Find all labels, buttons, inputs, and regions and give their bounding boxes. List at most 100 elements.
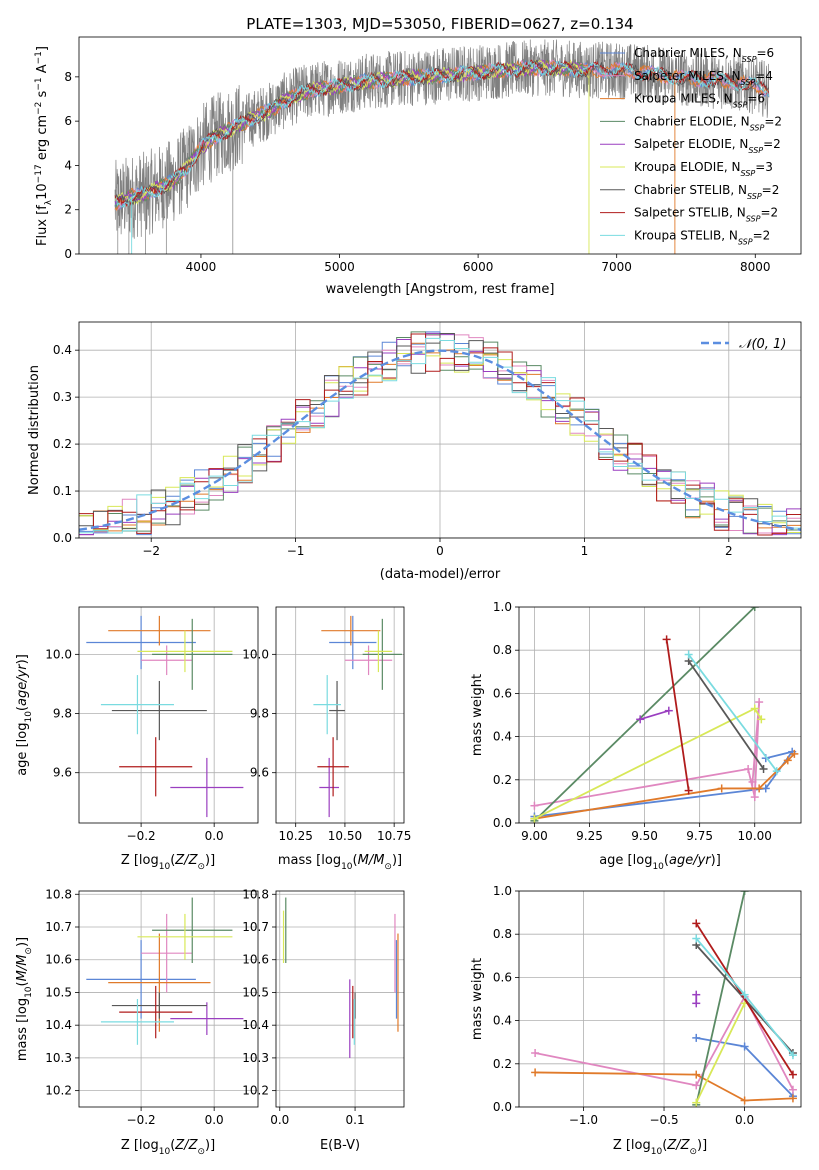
age_vs_mass-grid: [276, 607, 404, 823]
x-tick-label: 0.0: [735, 1113, 754, 1127]
age-vs-mass-xlabel-part: ⊙: [384, 862, 392, 872]
histogram-ylabel-part: Normed distribution: [27, 365, 42, 495]
weight_vs_age-axes: 9.00 9.25 9.50 9.75 10.00 0.0 0.2 0.4 0.6 0.8 1.0 a…: [470, 600, 802, 872]
age-vs-Z-xlabel-part: (: [170, 853, 175, 868]
model-spectrum-line: [114, 58, 590, 206]
y-tick-label: 10.5: [242, 985, 269, 999]
y-tick-label: 10.0: [242, 647, 269, 661]
x-tick-label: 0.1: [346, 1113, 365, 1127]
histogram-ylabel: Normed distribution: [27, 365, 42, 495]
legend-value: =2: [763, 137, 781, 151]
mass-vs-Z-ylabel-part: mass [log: [15, 998, 30, 1061]
y-tick-label: 10.2: [242, 1084, 269, 1098]
legend-value: =6: [747, 92, 765, 106]
legend-sub: SSP: [738, 237, 753, 246]
age-vs-mass-xlabel-part: (: [353, 853, 358, 868]
mass-vs-Z-xlabel-part: Z/Z: [174, 1138, 198, 1153]
legend-sub: SSP: [741, 169, 756, 178]
y-tick-label: 0.8: [493, 927, 512, 941]
weight-vs-age-xlabel-part: age [log: [599, 853, 652, 868]
age-vs-mass-xlabel-part: )]: [392, 853, 402, 868]
y-tick-label: 10.3: [242, 1051, 269, 1065]
age-vs-Z-ylabel: age [log10(age/yr)]: [15, 654, 34, 776]
histogram-xlabel: (data-model)/error: [380, 567, 501, 582]
spectrum-ylabel-part: A: [35, 64, 50, 77]
residual_histogram-frame: [78, 321, 802, 539]
y-tick-label: 10.7: [45, 920, 72, 934]
mass-weight-line: [665, 639, 690, 791]
spectrum-ylabel-part: −1: [34, 51, 44, 64]
weight_vs_age-grid: [519, 607, 801, 823]
legend-name: Salpeter STELIB, N: [634, 206, 746, 220]
y-tick-label: 1.0: [493, 884, 512, 898]
axes-layer: 4000 5000 6000 7000 8000 0 2 4 6 8 Chabrier MILES,…: [15, 36, 802, 1157]
legend-label: Kroupa MILES, NSSP=6: [634, 92, 765, 110]
y-tick-label: 9.8: [53, 707, 72, 721]
weight-vs-Z-xlabel-part: ⊙: [689, 1147, 697, 1157]
spectrum-ylabel-part: −1: [34, 77, 44, 90]
mass-vs-Z-xlabel-part: 10: [159, 1147, 171, 1157]
x-tick-label: 0.0: [270, 1113, 289, 1127]
y-tick-label: 8: [64, 70, 72, 84]
age-vs-mass-xlabel-part: mass [log: [278, 853, 341, 868]
y-tick-label: 10.6: [45, 953, 72, 967]
mass_vs_ebv-grid: [276, 891, 404, 1107]
age-vs-Z-ylabel-part: age/yr: [15, 663, 30, 706]
residual_histogram-axes: −2 −1 0 1 2 0.0 0.1 0.2 0.3 0.4 𝒩(0, 1) (data-model…: [27, 321, 802, 582]
weight-vs-Z-ylabel-part: mass weight: [470, 958, 485, 1040]
spectrum-ylabel-part: Flux [f: [35, 205, 50, 246]
legend-label: Salpeter MILES, NSSP=4: [634, 69, 773, 87]
legend-name: Kroupa MILES, N: [634, 92, 733, 106]
mass_vs_Z-plot-area: [79, 891, 258, 1107]
y-tick-label: 0: [64, 247, 72, 261]
weight-vs-Z-xlabel-part: Z/Z: [666, 1138, 690, 1153]
legend-value: =4: [755, 69, 773, 83]
spectrum-frame: [78, 36, 802, 255]
mass-vs-Z-xlabel-part: Z [log: [121, 1138, 159, 1153]
x-tick-label: 9.75: [686, 829, 713, 843]
weight-vs-Z-xlabel-part: )]: [697, 1138, 707, 1153]
y-tick-label: 0.2: [493, 773, 512, 787]
legend-value: =2: [760, 206, 778, 220]
y-tick-label: 9.6: [53, 766, 72, 780]
x-tick-label: −0.2: [127, 829, 156, 843]
y-tick-label: 10.5: [45, 985, 72, 999]
legend-value: =3: [755, 160, 773, 174]
legend-sub: SSP: [742, 55, 757, 64]
x-tick-label: 10.00: [738, 829, 772, 843]
mass-vs-Z-ylabel: mass [log10(M/M⊙)]: [15, 937, 34, 1061]
mass-weight-line: [535, 1071, 793, 1102]
spectrum-ylabel: Flux [fλ10−17 erg cm−2 s−1 A−1]: [34, 46, 54, 246]
x-tick-label: 0: [436, 544, 444, 558]
spectrum-ylabel-part: erg cm: [35, 115, 50, 164]
y-tick-label: 6: [64, 114, 72, 128]
y-tick-label: 10.7: [242, 920, 269, 934]
histogram-step-line: [79, 337, 801, 534]
y-tick-label: 10.4: [45, 1018, 72, 1032]
spectrum-ylabel-part: s: [35, 90, 50, 101]
y-tick-label: 9.6: [250, 766, 269, 780]
y-tick-label: 10.8: [45, 887, 72, 901]
x-tick-label: 7000: [601, 260, 632, 274]
legend-sub: SSP: [750, 123, 765, 132]
y-tick-label: 0.6: [493, 686, 512, 700]
spectrum-ylabel-part: 10: [35, 183, 50, 200]
mass-weight-line: [687, 660, 765, 770]
weight-vs-Z-ylabel: mass weight: [470, 958, 485, 1040]
histogram-step-line: [79, 331, 801, 534]
mass_vs_Z-frame: [78, 890, 259, 1108]
mass-weight-line: [695, 891, 746, 1106]
legend-name: Chabrier ELODIE, N: [634, 114, 750, 128]
mass-vs-Z-ylabel-part: (: [15, 981, 30, 986]
y-tick-label: 0.8: [493, 643, 512, 657]
age_vs_Z-frame: [78, 606, 259, 824]
legend-label: Kroupa STELIB, NSSP=2: [634, 228, 770, 246]
mass-weight-line: [534, 994, 794, 1091]
x-tick-label: −0.5: [649, 1113, 678, 1127]
legend-label: Chabrier STELIB, NSSP=2: [634, 183, 779, 201]
y-tick-label: 10.3: [45, 1051, 72, 1065]
mass-vs-Z-xlabel-part: )]: [205, 1138, 215, 1153]
mass-vs-Z-ylabel-part: ⊙: [24, 947, 34, 955]
x-tick-label: 1: [581, 544, 589, 558]
